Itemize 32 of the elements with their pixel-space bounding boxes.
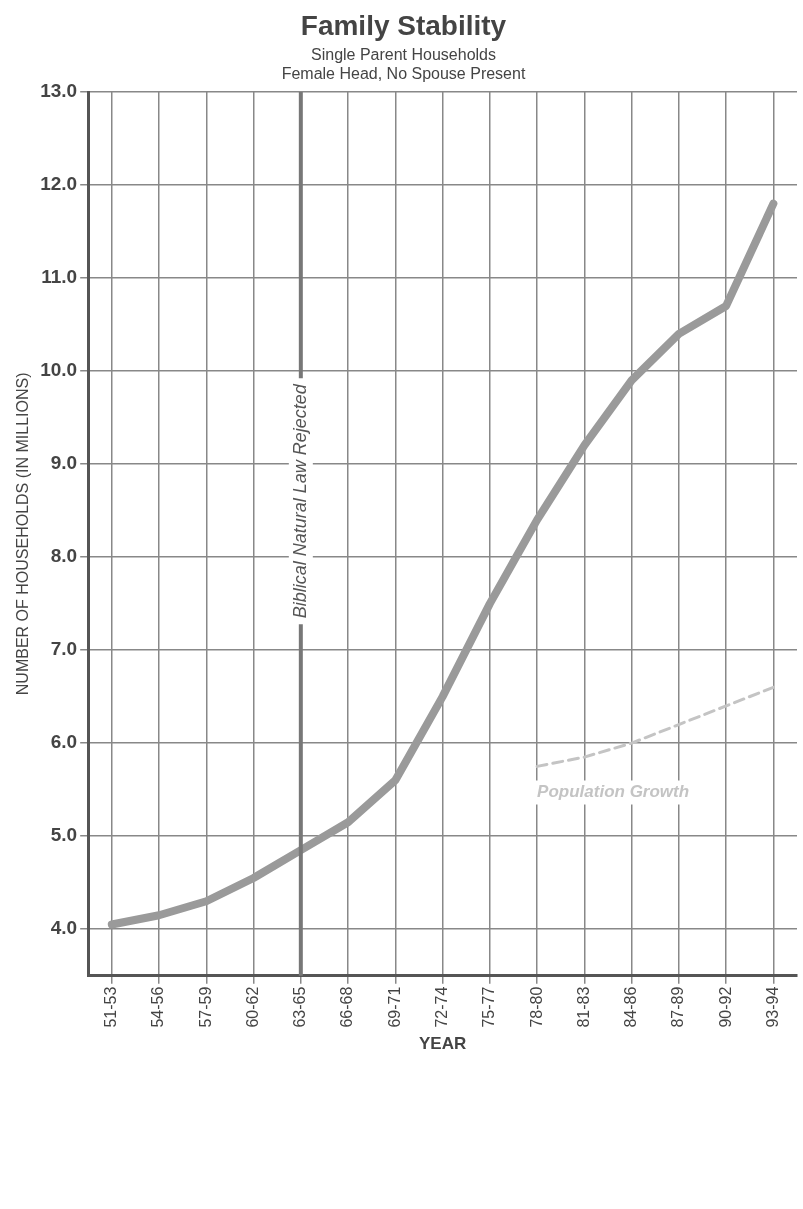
x-tick-label: 54-56 [149, 986, 167, 1028]
y-tick-label: 11.0 [41, 266, 78, 288]
y-tick-label: 7.0 [50, 638, 78, 660]
y-tick-label: 5.0 [50, 824, 78, 846]
x-tick-label: 93-94 [763, 986, 781, 1028]
x-tick-label: 87-89 [669, 986, 687, 1028]
y-tick-label: 4.0 [50, 917, 78, 939]
x-tick-label: 60-62 [243, 986, 261, 1028]
y-tick-label: 12.0 [40, 173, 78, 195]
series-label: Population Growth [537, 782, 690, 802]
x-tick-label: 51-53 [102, 986, 120, 1028]
chart-subtitle: Single Parent Households Female Head, No Spouse Present [281, 45, 526, 82]
x-tick-label: 72-74 [433, 986, 450, 1028]
x-axis-title: YEAR [418, 1034, 467, 1054]
x-tick-label: 57-59 [196, 986, 214, 1028]
x-tick-label: 84-86 [622, 986, 640, 1028]
y-tick-label: 13.0 [40, 80, 78, 102]
x-tick-label: 78-80 [527, 986, 545, 1028]
x-tick-label: 75-77 [480, 986, 498, 1028]
y-tick-label: 9.0 [50, 452, 78, 474]
chart-title: Family Stability [300, 9, 507, 41]
x-tick-label: 81-83 [574, 986, 592, 1028]
x-tick-label: 66-68 [338, 986, 356, 1028]
x-tick-label: 90-92 [716, 986, 734, 1028]
x-tick-label: 69-71 [385, 986, 403, 1028]
line-series [535, 685, 775, 768]
y-tick-label: 6.0 [50, 731, 78, 753]
y-tick-label: 8.0 [50, 545, 78, 567]
y-tick-label: 10.0 [40, 359, 78, 381]
ref-line-label: Biblical Natural Law Rejected [289, 383, 310, 619]
y-axis-title: NUMBER OF HOUSEHOLDS (IN MILLIONS) [14, 372, 32, 696]
x-tick-label: 63-65 [291, 986, 309, 1028]
